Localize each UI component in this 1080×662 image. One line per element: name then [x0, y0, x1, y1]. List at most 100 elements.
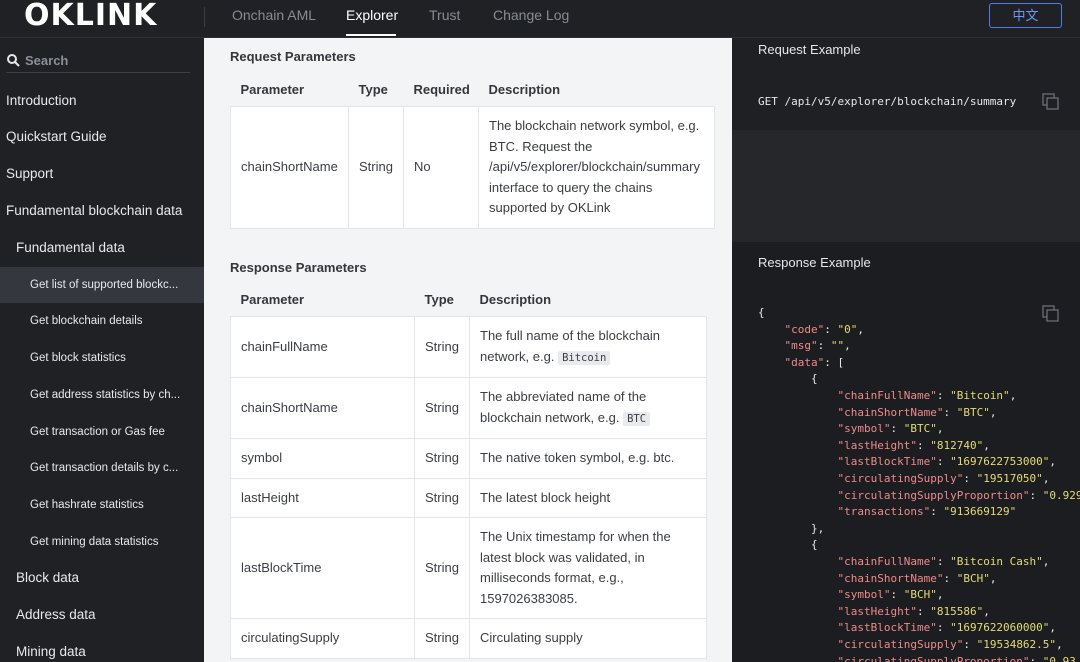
description: The full name of the blockchain network,…: [480, 328, 660, 364]
table-cell: String: [414, 517, 470, 619]
table-row: lastBlockTime String The Unix timestamp fo…: [230, 517, 707, 619]
code-line: "circulatingSupplyProportion": "0.929: [837, 488, 1080, 502]
copy-button[interactable]: [1042, 93, 1060, 111]
nav-link[interactable]: Onchain AML: [232, 7, 317, 23]
table-row: circulatingSupply String Circulating suppl…: [230, 618, 707, 659]
table-cell: The full name of the blockchain network,…: [469, 316, 707, 378]
column-header: Parameter: [240, 291, 305, 307]
separator: [204, 7, 205, 27]
section-title: Request Parameters: [230, 49, 356, 64]
menu-item[interactable]: Get transaction details by c...: [30, 462, 179, 474]
menu-item[interactable]: Fundamental data: [16, 240, 125, 255]
menu-item[interactable]: Address data: [16, 607, 96, 622]
table-cell: The Unix timestamp for when the latest b…: [469, 517, 707, 619]
nav-link[interactable]: Explorer: [346, 7, 399, 23]
response-code: { "code": "0", "msg": "", "data": [ { "c…: [732, 305, 1080, 662]
code-line: "chainShortName": "BTC",: [837, 405, 997, 419]
table-cell: The blockchain network symbol, e.g. BTC.…: [478, 106, 715, 229]
request-box: [732, 38, 1080, 130]
code-line: "circulatingSupply": "19534862.5",: [837, 638, 1063, 651]
code-line: "circulatingSupply": "19517050",: [837, 472, 1050, 485]
column-header: Type: [424, 291, 454, 307]
table-row: chainShortName String The abbreviated name…: [230, 377, 707, 439]
header-row: Parameter Type Description: [231, 282, 707, 317]
menu-item[interactable]: Get transaction or Gas fee: [30, 426, 165, 438]
table-cell: The native token symbol, e.g. btc.: [469, 438, 707, 479]
code-line: "transactions": "913669129": [837, 505, 1017, 519]
description: The abbreviated name of the blockchain n…: [480, 389, 647, 425]
search-icon: [7, 54, 20, 67]
column-header: Type: [358, 81, 388, 97]
inline-code: Bitcoin: [558, 350, 611, 365]
menu-item[interactable]: Get list of supported blockc...: [0, 267, 204, 303]
table-cell: circulatingSupply: [230, 618, 415, 659]
table-cell: The abbreviated name of the blockchain n…: [469, 377, 707, 439]
code-line: "code": "0",: [784, 322, 865, 336]
menu-item[interactable]: Get mining data statistics: [30, 536, 159, 548]
menu-item[interactable]: Get hashrate statistics: [30, 499, 144, 511]
nav-link[interactable]: Trust: [429, 7, 461, 23]
content: Request Parameters Parameter Type Required…: [204, 38, 732, 662]
nav-link[interactable]: Change Log: [493, 7, 570, 23]
table-row: chainFullName String The full name of the …: [230, 316, 707, 378]
menu-item[interactable]: Block data: [16, 570, 80, 585]
menu-item[interactable]: Get blockchain details: [30, 315, 143, 327]
description: Circulating supply: [480, 630, 583, 645]
code-line: "lastHeight": "815586",: [837, 604, 990, 618]
code-line: "symbol": "BTC",: [837, 422, 944, 436]
code-line: "chainShortName": "BCH",: [837, 571, 997, 585]
code-line: "data": [: [784, 355, 845, 369]
column-header: Parameter: [240, 81, 305, 97]
table-cell: No: [403, 106, 479, 229]
table-cell: String: [414, 377, 470, 439]
table-cell: String: [414, 438, 470, 479]
table-cell: lastHeight: [230, 477, 415, 518]
column-header: Description: [479, 291, 552, 307]
code-line: "msg": "",: [784, 339, 851, 353]
search-input[interactable]: Search: [25, 53, 69, 68]
menu-item[interactable]: Fundamental blockchain data: [6, 203, 183, 218]
menu-item[interactable]: Quickstart Guide: [6, 129, 107, 144]
table-row: chainShortName String No The blockchain net…: [230, 106, 715, 229]
menu-item[interactable]: Get address statistics by ch...: [30, 389, 181, 401]
sidebar: Search Introduction Quickstart Guide Sup…: [0, 38, 204, 662]
language-button[interactable]: 中文: [989, 3, 1062, 28]
copy-button[interactable]: [1042, 305, 1060, 323]
menu-item[interactable]: Support: [6, 166, 54, 181]
column-header: Description: [488, 81, 561, 97]
code-line: {: [758, 538, 818, 552]
example-panel: Request Example GET /api/v5/explorer/blo…: [732, 38, 1080, 662]
code-line: "chainFullName": "Bitcoin",: [837, 389, 1017, 402]
top-bar: OKLINK Onchain AML Explorer Trust Change…: [0, 0, 1080, 38]
description: The Unix timestamp for when the latest b…: [480, 529, 671, 606]
column-header: Required: [413, 81, 470, 97]
code-line: "circulatingSupplyProportion": "0.93: [837, 654, 1076, 662]
code-line: "lastBlockTime": "1697622753000",: [837, 455, 1057, 469]
code-line: },: [758, 521, 825, 535]
request-box: [732, 130, 1080, 242]
table-cell: chainShortName: [230, 106, 349, 229]
table-cell: The latest block height: [469, 477, 707, 518]
code-line: "lastBlockTime": "1697622060000",: [837, 621, 1057, 635]
table-cell: String: [414, 316, 470, 378]
code-line: "lastHeight": "812740",: [837, 438, 990, 452]
table-cell: Circulating supply: [469, 618, 707, 659]
table-cell: chainFullName: [230, 316, 415, 378]
description: The native token symbol, e.g. btc.: [480, 450, 675, 465]
table-cell: String: [348, 106, 404, 229]
code-line: "chainFullName": "Bitcoin Cash",: [837, 555, 1050, 568]
table-cell: symbol: [230, 438, 415, 479]
search-underline: [6, 72, 190, 73]
request-code: GET /api/v5/explorer/blockchain/summary: [758, 95, 1017, 108]
menu-item[interactable]: Get block statistics: [30, 352, 126, 364]
section-title: Response Parameters: [230, 260, 367, 275]
response-table: Parameter Type Description chainFullName Str…: [230, 282, 707, 659]
menu-item[interactable]: Introduction: [6, 93, 77, 108]
active-indicator: [346, 34, 396, 36]
menu-item[interactable]: Mining data: [16, 644, 86, 659]
code-line: {: [758, 306, 765, 319]
table-cell: String: [414, 618, 470, 659]
logo[interactable]: OKLINK: [24, 0, 158, 33]
table-row: lastHeight String The latest block height: [230, 477, 707, 518]
